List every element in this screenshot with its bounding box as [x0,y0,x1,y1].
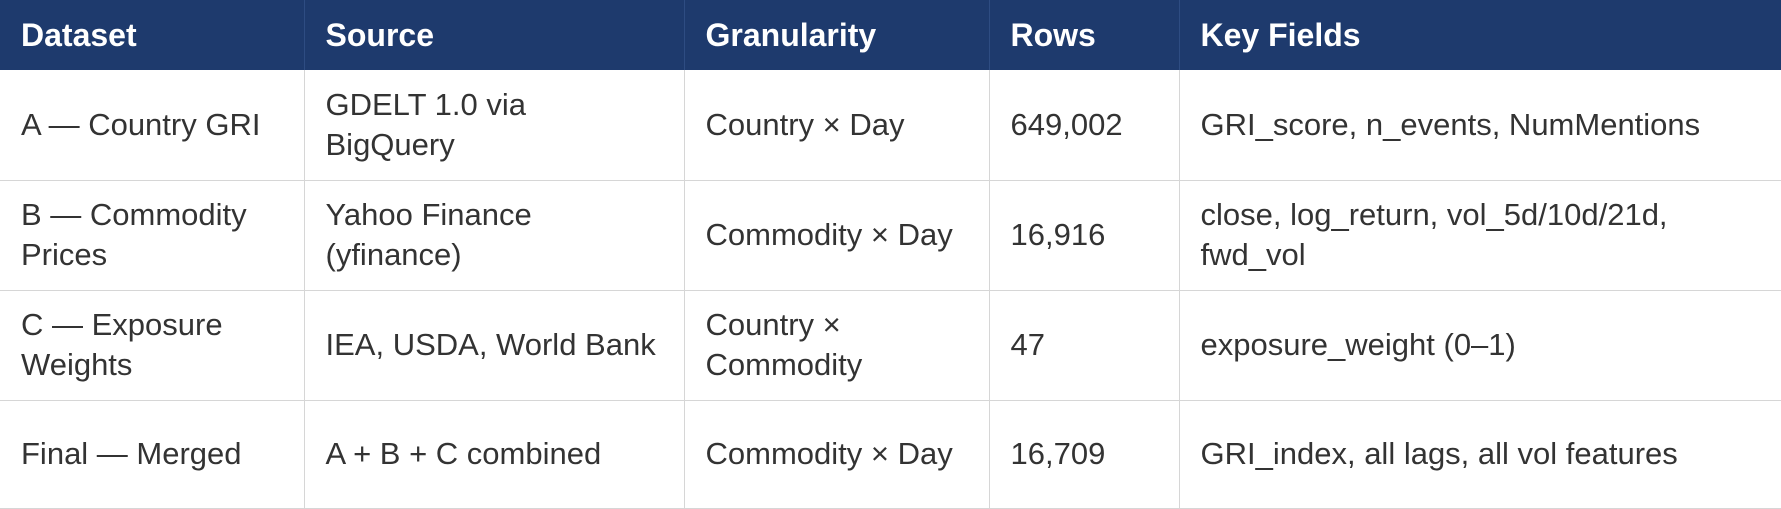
table-row: B — Commodity Prices Yahoo Finance (yfin… [0,180,1781,291]
table-header: Dataset Source Granularity Rows Key Fiel… [0,0,1781,70]
cell-granularity: Commodity × Day [683,400,989,509]
table-row: A — Country GRI GDELT 1.0 via BigQuery C… [0,70,1781,181]
table-row: Final — Merged A + B + C combined Commod… [0,400,1781,509]
cell-key-fields: exposure_weight (0–1) [1178,290,1781,401]
cell-key-fields: close, log_return, vol_5d/10d/21d, fwd_v… [1178,180,1781,291]
cell-granularity: Country × Commodity [683,290,989,401]
cell-granularity: Country × Day [683,70,989,181]
cell-dataset: Final — Merged [0,400,304,509]
cell-rows: 47 [988,290,1179,401]
cell-source: Yahoo Finance (yfinance) [303,180,684,291]
table-row: C — Exposure Weights IEA, USDA, World Ba… [0,290,1781,401]
cell-dataset: C — Exposure Weights [0,290,304,401]
table-body: A — Country GRI GDELT 1.0 via BigQuery C… [0,70,1781,509]
header-granularity: Granularity [683,0,989,70]
cell-source: GDELT 1.0 via BigQuery [303,70,684,181]
cell-granularity: Commodity × Day [683,180,989,291]
cell-rows: 16,709 [988,400,1179,509]
cell-dataset: A — Country GRI [0,70,304,181]
header-key-fields: Key Fields [1178,0,1781,70]
cell-source: IEA, USDA, World Bank [303,290,684,401]
header-rows: Rows [988,0,1179,70]
header-source: Source [303,0,684,70]
cell-rows: 16,916 [988,180,1179,291]
cell-rows: 649,002 [988,70,1179,181]
cell-source: A + B + C combined [303,400,684,509]
header-row: Dataset Source Granularity Rows Key Fiel… [0,0,1781,70]
cell-key-fields: GRI_score, n_events, NumMentions [1178,70,1781,181]
header-dataset: Dataset [0,0,304,70]
cell-key-fields: GRI_index, all lags, all vol features [1178,400,1781,509]
cell-dataset: B — Commodity Prices [0,180,304,291]
